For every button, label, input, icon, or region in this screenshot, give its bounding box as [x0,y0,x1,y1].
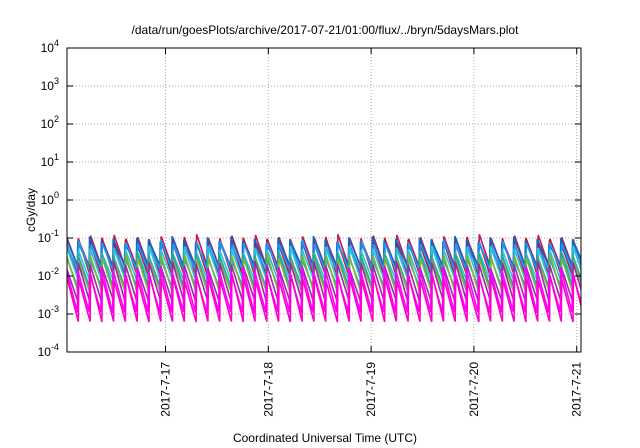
series-line [67,260,581,302]
x-tick-label: 2017-7-21 [570,362,584,417]
series-line [67,245,581,281]
y-tick-label: 102 [41,114,59,131]
y-axis-label: cGy/day [24,188,38,232]
series-line [67,273,581,323]
y-tick-label: 103 [41,76,59,93]
y-tick-label: 10-4 [38,342,59,359]
x-axis-label: Coordinated Universal Time (UTC) [233,431,417,445]
y-tick-label: 104 [41,38,59,55]
y-tick-label: 10-1 [38,228,59,245]
x-tick-label: 2017-7-17 [159,362,173,417]
series-line [67,239,581,273]
x-tick-label: 2017-7-18 [261,362,275,417]
y-tick-label: 10-3 [38,304,59,321]
y-tick-label: 101 [41,152,59,169]
x-axis: 2017-7-17 2017-7-18 2017-7-19 2017-7-20 2017… [159,48,584,417]
chart-title: /data/run/goesPlots/archive/2017-07-21/0… [132,23,520,37]
x-tick-label: 2017-7-20 [467,362,481,417]
y-axis: 10-4 10-3 10-2 10-1 100 101 102 103 104 [38,38,581,359]
series-line [67,253,581,294]
x-tick-label: 2017-7-19 [364,362,378,417]
series-group [67,234,581,323]
y-tick-label: 10-2 [38,266,59,283]
y-tick-label: 100 [41,190,59,207]
